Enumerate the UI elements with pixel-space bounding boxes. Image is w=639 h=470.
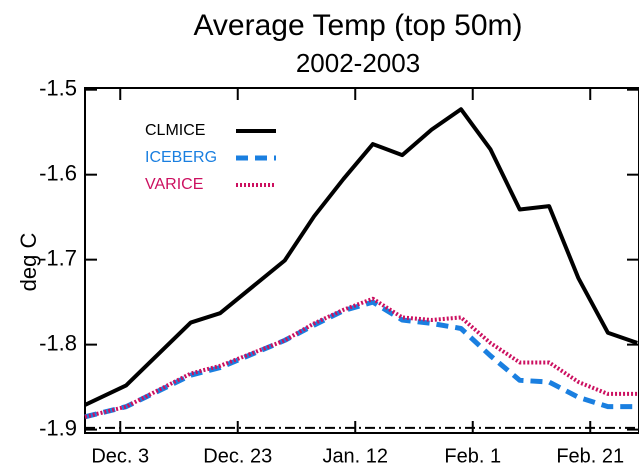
- y-tick-label: -1.7: [39, 245, 77, 270]
- x-tick-label: Feb. 21: [556, 445, 624, 467]
- series-line: [84, 299, 638, 420]
- legend-label: ICEBERG: [145, 149, 217, 166]
- y-tick-label: -1.9: [39, 415, 77, 440]
- y-tick-label: -1.6: [39, 160, 77, 185]
- legend-label: VARICE: [145, 176, 203, 193]
- x-tick-label: Feb. 1: [444, 445, 501, 467]
- x-tick-label: Dec. 23: [203, 445, 272, 467]
- plot-frame: [84, 87, 639, 434]
- x-tick-label: Dec. 3: [91, 445, 149, 467]
- y-tick-label: -1.5: [39, 76, 77, 101]
- y-axis-label: deg C: [16, 233, 41, 292]
- legend-label: CLMICE: [145, 122, 205, 139]
- chart-title: Average Temp (top 50m): [193, 9, 522, 42]
- chart-subtitle: 2002-2003: [296, 48, 420, 78]
- y-tick-label: -1.8: [39, 330, 77, 355]
- series-line: [84, 296, 638, 419]
- series-line: [84, 107, 638, 407]
- x-tick-label: Jan. 12: [322, 445, 388, 467]
